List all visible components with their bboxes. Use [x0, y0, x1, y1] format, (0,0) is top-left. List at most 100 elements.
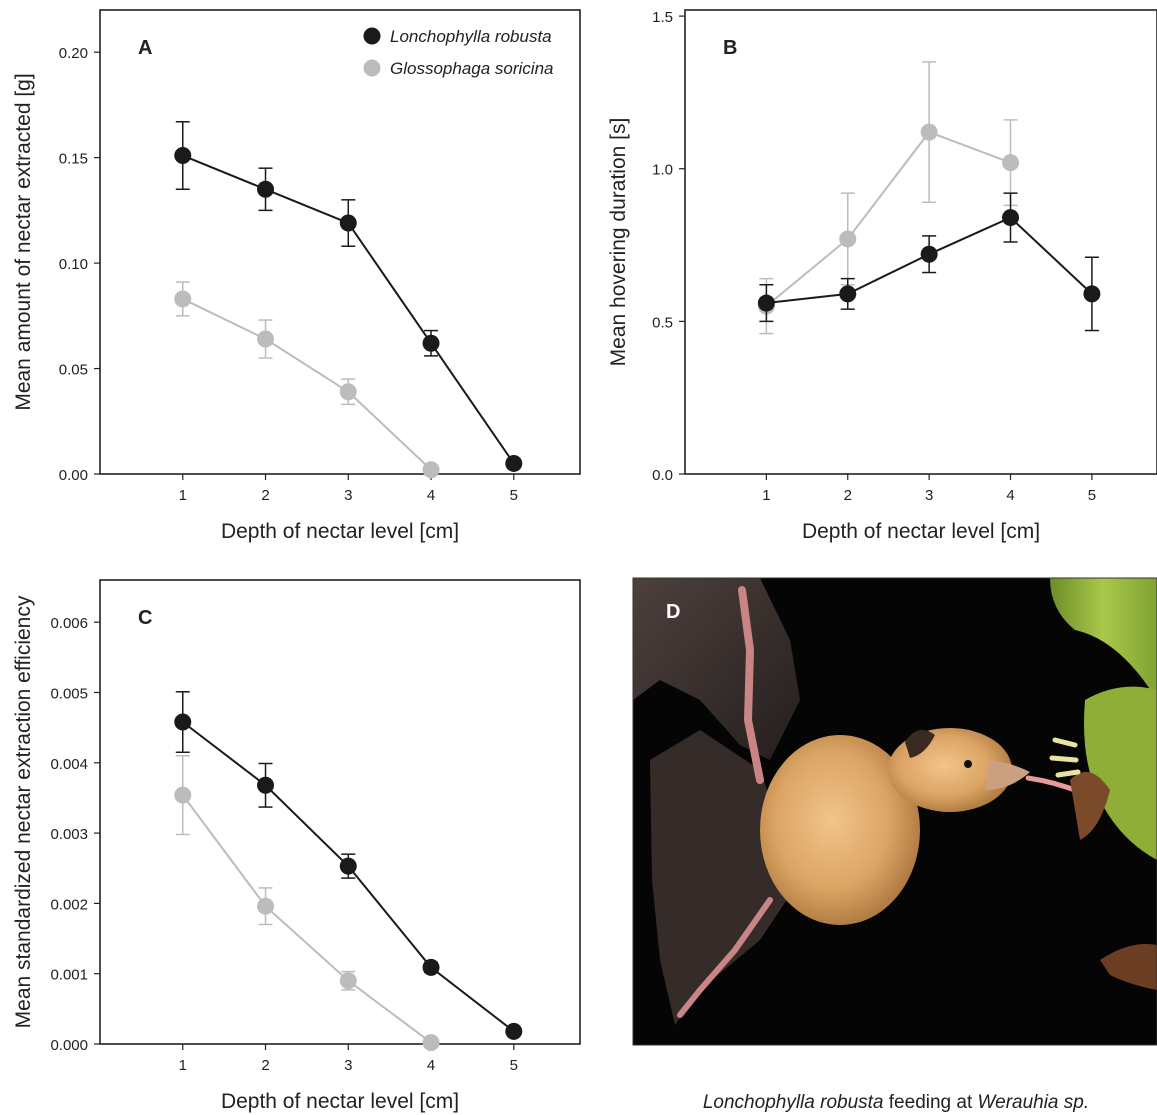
data-point	[257, 330, 275, 348]
x-tick-label: 1	[762, 487, 770, 504]
legend-label: Glossophaga soricina	[390, 59, 553, 78]
x-axis-label: Depth of nectar level [cm]	[221, 520, 459, 543]
wing-arm	[738, 586, 764, 784]
data-point	[257, 180, 275, 198]
bat-snout	[985, 760, 1030, 790]
y-tick-label: 0.000	[50, 1037, 88, 1054]
y-tick-label: 0.5	[652, 314, 673, 331]
x-tick-label: 2	[844, 487, 852, 504]
x-tick-label: 5	[1088, 487, 1096, 504]
flower-bract-top	[1050, 578, 1157, 700]
y-tick-label: 0.006	[50, 615, 88, 632]
legend-marker	[363, 27, 381, 45]
photo-frame	[632, 577, 1157, 1046]
data-point	[422, 461, 440, 479]
x-tick-label: 2	[261, 1057, 269, 1074]
data-point	[174, 786, 192, 804]
panel-label: C	[138, 607, 152, 629]
x-tick-label: 2	[261, 487, 269, 504]
flower-bract-bottom	[1100, 944, 1157, 990]
x-axis-label: Depth of nectar level [cm]	[221, 1090, 459, 1113]
y-axis-label: Mean hovering duration [s]	[607, 118, 630, 367]
flower-bract-middle	[1084, 686, 1157, 860]
x-tick-label: 1	[179, 487, 187, 504]
data-point	[257, 776, 275, 794]
data-point	[339, 857, 357, 875]
legend-label: Lonchophylla robusta	[390, 27, 552, 46]
panel-label: A	[138, 37, 152, 59]
data-point	[339, 383, 357, 401]
panel-label: B	[723, 37, 737, 59]
y-axis-label: Mean amount of nectar extracted [g]	[12, 73, 35, 410]
panel-label-d: D	[666, 601, 680, 623]
y-tick-label: 0.00	[59, 467, 88, 484]
x-tick-label: 4	[427, 1057, 435, 1074]
y-tick-label: 0.15	[59, 151, 88, 168]
y-tick-label: 1.5	[652, 9, 673, 26]
leg	[677, 897, 773, 1018]
series-line	[765, 130, 1011, 307]
data-point	[422, 334, 440, 352]
data-point	[1002, 209, 1020, 227]
data-point	[505, 454, 523, 472]
y-tick-label: 0.001	[50, 967, 88, 984]
y-tick-label: 0.05	[59, 362, 88, 379]
bat-body	[760, 735, 920, 925]
x-tick-label: 3	[344, 1057, 352, 1074]
x-axis-label: Depth of nectar level [cm]	[802, 520, 1040, 543]
panel-b-chart: 0.0 0.5 1.0 1.5 1 2 3 4 5 Depth of nectar level […	[607, 9, 1157, 543]
x-tick-label: 4	[1006, 487, 1014, 504]
data-point	[339, 972, 357, 990]
flower-stamens	[1049, 737, 1081, 778]
data-point	[1002, 154, 1020, 172]
data-point	[839, 285, 857, 303]
legend-marker	[363, 59, 381, 77]
plot-frame	[99, 9, 581, 475]
x-tick-label: 3	[344, 487, 352, 504]
panel-d-photo: D	[632, 577, 1157, 1046]
panel-c-chart: 0.000 0.001 0.002 0.003 0.004 0.005 0.006 1 2 3 4 5…	[12, 579, 581, 1113]
y-tick-label: 0.003	[50, 826, 88, 843]
data-point	[505, 1022, 523, 1040]
x-tick-label: 1	[179, 1057, 187, 1074]
plot-frame	[684, 9, 1157, 475]
data-point	[422, 958, 440, 976]
series-line	[182, 298, 432, 471]
y-tick-label: 0.002	[50, 896, 88, 913]
data-point	[757, 294, 775, 312]
data-point	[422, 1034, 440, 1052]
data-point	[920, 245, 938, 263]
panel-a-chart: 0.00 0.05 0.10 0.15 0.20 1 2 3 4 5 Depth of nectar…	[12, 9, 581, 543]
y-tick-label: 0.20	[59, 45, 88, 62]
upper-wing	[633, 578, 800, 760]
x-tick-label: 3	[925, 487, 933, 504]
photo-caption: Lonchophylla robusta feeding at Werauhia…	[632, 1092, 1157, 1114]
y-axis-label: Mean standardized nectar extraction effi…	[12, 595, 35, 1028]
data-point	[174, 713, 192, 731]
y-tick-label: 0.004	[50, 756, 88, 773]
data-point	[920, 123, 938, 141]
plot-frame	[99, 579, 581, 1045]
x-tick-label: 5	[510, 487, 518, 504]
x-tick-label: 5	[510, 1057, 518, 1074]
data-point	[174, 147, 192, 165]
y-tick-label: 0.005	[50, 685, 88, 702]
series-line	[181, 794, 432, 1044]
y-tick-label: 1.0	[652, 162, 673, 179]
caption-plant: Werauhia sp.	[977, 1092, 1090, 1113]
y-tick-label: 0.0	[652, 467, 673, 484]
flower-petal	[1070, 772, 1110, 840]
y-tick-label: 0.10	[59, 256, 88, 273]
x-tick-label: 4	[427, 487, 435, 504]
data-point	[1083, 285, 1101, 303]
caption-middle: feeding at	[883, 1092, 978, 1113]
lower-wing	[650, 730, 800, 1025]
bat-ear	[905, 729, 935, 758]
data-point	[839, 230, 857, 248]
bat-illustration	[633, 578, 1157, 1025]
data-point	[257, 897, 275, 915]
data-point	[339, 214, 357, 232]
caption-species: Lonchophylla robusta	[702, 1092, 884, 1113]
bat-eye	[964, 760, 972, 768]
